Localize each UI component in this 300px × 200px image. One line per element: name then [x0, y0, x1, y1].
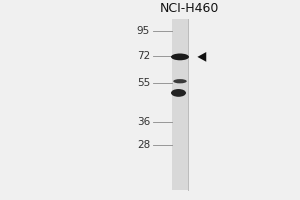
Bar [172, 19, 188, 190]
Ellipse shape [171, 53, 189, 60]
Polygon shape [197, 52, 206, 62]
Ellipse shape [171, 89, 186, 97]
Text: NCI-H460: NCI-H460 [159, 2, 219, 15]
Text: 55: 55 [137, 78, 150, 88]
Text: 28: 28 [137, 140, 150, 150]
Text: 36: 36 [137, 117, 150, 127]
Text: 72: 72 [137, 51, 150, 61]
Text: 95: 95 [137, 26, 150, 36]
Ellipse shape [173, 79, 187, 83]
